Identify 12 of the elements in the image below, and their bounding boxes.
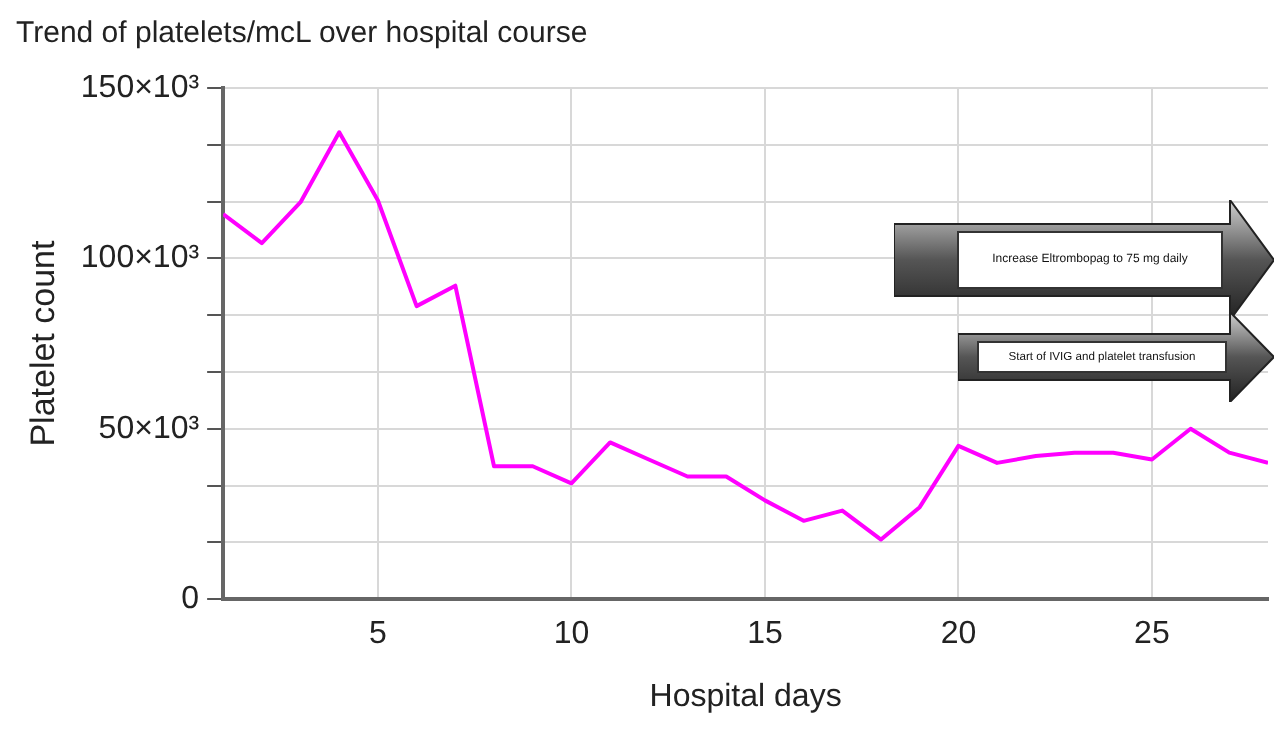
x-tick-label: 5 (369, 617, 388, 652)
x-tick-label: 25 (1134, 617, 1170, 652)
y-tick-label: 100×10³ (80, 241, 201, 276)
chart-title: Trend of platelets/mcL over hospital course (16, 16, 588, 51)
x-axis-title: Hospital days (649, 679, 842, 714)
x-tick-label: 15 (747, 617, 783, 652)
y-tick-label: 0 (181, 582, 200, 617)
y-tick-label: 50×10³ (98, 411, 201, 446)
x-tick-label: 10 (553, 617, 590, 652)
x-tick-label: 20 (940, 617, 977, 652)
y-axis-title: Platelet count (23, 240, 62, 447)
y-tick-label: 150×10³ (80, 70, 201, 105)
